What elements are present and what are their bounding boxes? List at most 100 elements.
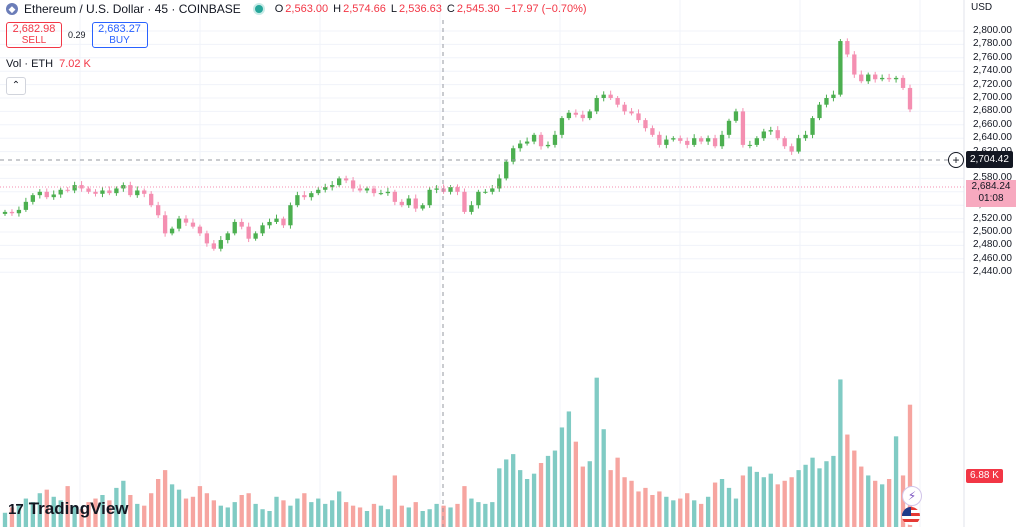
- candle-body: [295, 195, 300, 206]
- high-value: 2,574.66: [343, 3, 386, 15]
- candle: [2, 209, 8, 216]
- price-tick-label: 2,740.00: [973, 65, 1012, 77]
- change-value: −17.97 (−0.70%): [504, 3, 587, 15]
- collapse-legend-button[interactable]: ⌃: [6, 77, 26, 95]
- volume-bar: [295, 498, 300, 527]
- candle-body: [350, 180, 356, 189]
- buy-button[interactable]: 2,683.27 BUY: [91, 22, 148, 48]
- lightning-icon[interactable]: ⚡: [902, 486, 922, 506]
- volume-bar: [434, 503, 439, 527]
- candle-body: [587, 111, 592, 119]
- candle: [678, 135, 683, 144]
- candle: [232, 219, 237, 236]
- sell-button[interactable]: 2,682.98 SELL: [6, 22, 62, 48]
- candle-body: [455, 187, 460, 192]
- volume-bar: [30, 502, 36, 527]
- tradingview-brand[interactable]: 17 TradingView: [8, 499, 129, 519]
- volume-bar: [357, 507, 363, 527]
- candle-body: [93, 191, 98, 194]
- buy-label: BUY: [109, 35, 130, 46]
- candle: [309, 191, 314, 201]
- candle: [483, 189, 488, 194]
- volume-bar: [44, 489, 49, 527]
- candle: [114, 186, 119, 196]
- candle-body: [873, 74, 878, 80]
- volume-bar: [692, 500, 697, 527]
- candle: [295, 191, 300, 208]
- candle-body: [371, 188, 377, 194]
- candle-body: [768, 130, 773, 132]
- volume-bar: [155, 479, 161, 527]
- candle: [190, 218, 196, 229]
- candle: [866, 72, 871, 84]
- sell-label: SELL: [21, 35, 47, 46]
- candle-body: [692, 138, 697, 145]
- volume-bar: [385, 509, 391, 527]
- volume-bar: [538, 463, 544, 527]
- candle: [37, 189, 42, 199]
- candle-body: [789, 146, 794, 152]
- volume-bar: [886, 479, 892, 527]
- candle: [789, 143, 794, 155]
- candle: [316, 187, 321, 196]
- volume-bar: [128, 495, 133, 527]
- volume-bar: [817, 468, 822, 527]
- candle: [907, 84, 913, 113]
- plus-circle-icon[interactable]: +: [948, 152, 964, 168]
- candle-body: [664, 139, 669, 145]
- candle: [587, 109, 592, 121]
- us-flag-icon[interactable]: [902, 507, 920, 525]
- volume-bar: [504, 459, 509, 527]
- candle-body: [573, 112, 579, 115]
- candle-body: [545, 144, 551, 147]
- candle: [323, 183, 328, 193]
- volume-bar: [810, 457, 815, 527]
- volume-bar: [149, 493, 154, 527]
- candle: [879, 74, 885, 82]
- candle-body: [72, 185, 77, 191]
- last-volume-label: 6.88 K: [966, 469, 1003, 483]
- volume-bar: [754, 471, 760, 527]
- candle: [434, 185, 439, 194]
- volume-bar: [413, 502, 418, 527]
- candle: [712, 134, 718, 149]
- candle-body: [803, 134, 808, 139]
- symbol-title[interactable]: Ethereum / U.S. Dollar · 45 · COINBASE: [24, 2, 241, 16]
- volume-bar: [803, 464, 808, 527]
- volume-legend[interactable]: Vol · ETH 7.02 K: [6, 58, 91, 70]
- candle-body: [643, 120, 648, 129]
- volume-bar: [615, 457, 620, 527]
- candle: [86, 186, 91, 194]
- volume-bar: [622, 477, 627, 527]
- candle: [93, 189, 98, 197]
- volume-bar: [330, 500, 335, 527]
- candle: [754, 136, 760, 147]
- candle-body: [650, 128, 655, 135]
- candle-body: [183, 218, 189, 223]
- crosshair-price-label: 2,704.42: [966, 151, 1013, 168]
- candle-body: [559, 118, 565, 135]
- candle-body: [427, 189, 432, 206]
- volume-bar: [789, 477, 794, 527]
- candle: [747, 140, 753, 149]
- volume-bar: [364, 511, 370, 527]
- volume-bar: [671, 500, 676, 527]
- volume-bar: [9, 507, 15, 527]
- currency-label[interactable]: USD: [971, 2, 993, 13]
- price-tick-label: 2,640.00: [973, 132, 1012, 144]
- volume-bar: [427, 509, 432, 527]
- volume-bar: [601, 429, 606, 527]
- candle: [511, 145, 516, 165]
- candle-body: [531, 134, 537, 142]
- volume-bar: [866, 475, 871, 527]
- volume-bar: [650, 495, 655, 527]
- open-value: 2,563.00: [285, 3, 329, 15]
- candle-body: [86, 188, 91, 192]
- buy-price: 2,683.27: [98, 23, 141, 35]
- candle: [169, 226, 175, 236]
- market-status-icon[interactable]: [254, 5, 263, 13]
- candle-body: [37, 191, 42, 196]
- volume-bar: [643, 487, 648, 527]
